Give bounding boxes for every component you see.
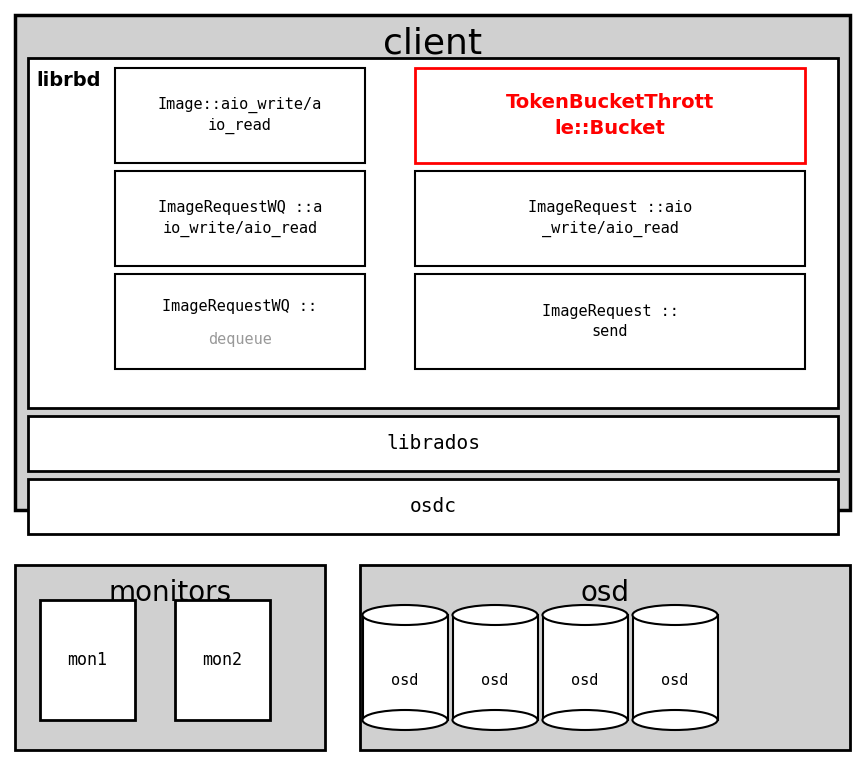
- Text: osd: osd: [662, 673, 689, 688]
- Text: TokenBucketThrott
le::Bucket: TokenBucketThrott le::Bucket: [506, 93, 714, 138]
- Bar: [40, 600, 135, 720]
- Bar: [28, 416, 838, 471]
- Text: osdc: osdc: [409, 497, 457, 516]
- Ellipse shape: [542, 710, 627, 730]
- Text: client: client: [383, 26, 482, 60]
- Text: Image::aio_write/a
io_read: Image::aio_write/a io_read: [158, 97, 322, 134]
- Ellipse shape: [632, 605, 717, 625]
- Bar: [175, 600, 270, 720]
- Text: librados: librados: [386, 434, 480, 453]
- Ellipse shape: [452, 710, 537, 730]
- Bar: [360, 565, 850, 750]
- Bar: [115, 274, 365, 369]
- Bar: [28, 58, 838, 408]
- Bar: [542, 615, 627, 720]
- Text: dequeue: dequeue: [208, 332, 272, 347]
- Bar: [15, 565, 325, 750]
- Text: librbd: librbd: [36, 71, 100, 89]
- Text: mon1: mon1: [67, 651, 107, 669]
- Text: ImageRequestWQ ::: ImageRequestWQ ::: [163, 299, 317, 314]
- Text: mon2: mon2: [202, 651, 242, 669]
- Text: ImageRequestWQ ::a
io_write/aio_read: ImageRequestWQ ::a io_write/aio_read: [158, 200, 322, 236]
- Bar: [362, 615, 447, 720]
- Text: osd: osd: [481, 673, 509, 688]
- Text: ImageRequest ::aio
_write/aio_read: ImageRequest ::aio _write/aio_read: [528, 200, 692, 236]
- Bar: [115, 68, 365, 163]
- Ellipse shape: [362, 605, 447, 625]
- Text: ImageRequest ::
send: ImageRequest :: send: [541, 304, 678, 339]
- Text: osd: osd: [580, 579, 630, 607]
- Text: osd: osd: [571, 673, 599, 688]
- Bar: [415, 274, 805, 369]
- Ellipse shape: [452, 605, 537, 625]
- Ellipse shape: [362, 710, 447, 730]
- Bar: [632, 615, 717, 720]
- Bar: [452, 615, 537, 720]
- Text: monitors: monitors: [108, 579, 232, 607]
- Text: osd: osd: [391, 673, 419, 688]
- Bar: [28, 479, 838, 534]
- Bar: [115, 171, 365, 266]
- Bar: [15, 15, 850, 510]
- Bar: [415, 68, 805, 163]
- Ellipse shape: [542, 605, 627, 625]
- Bar: [415, 171, 805, 266]
- Ellipse shape: [632, 710, 717, 730]
